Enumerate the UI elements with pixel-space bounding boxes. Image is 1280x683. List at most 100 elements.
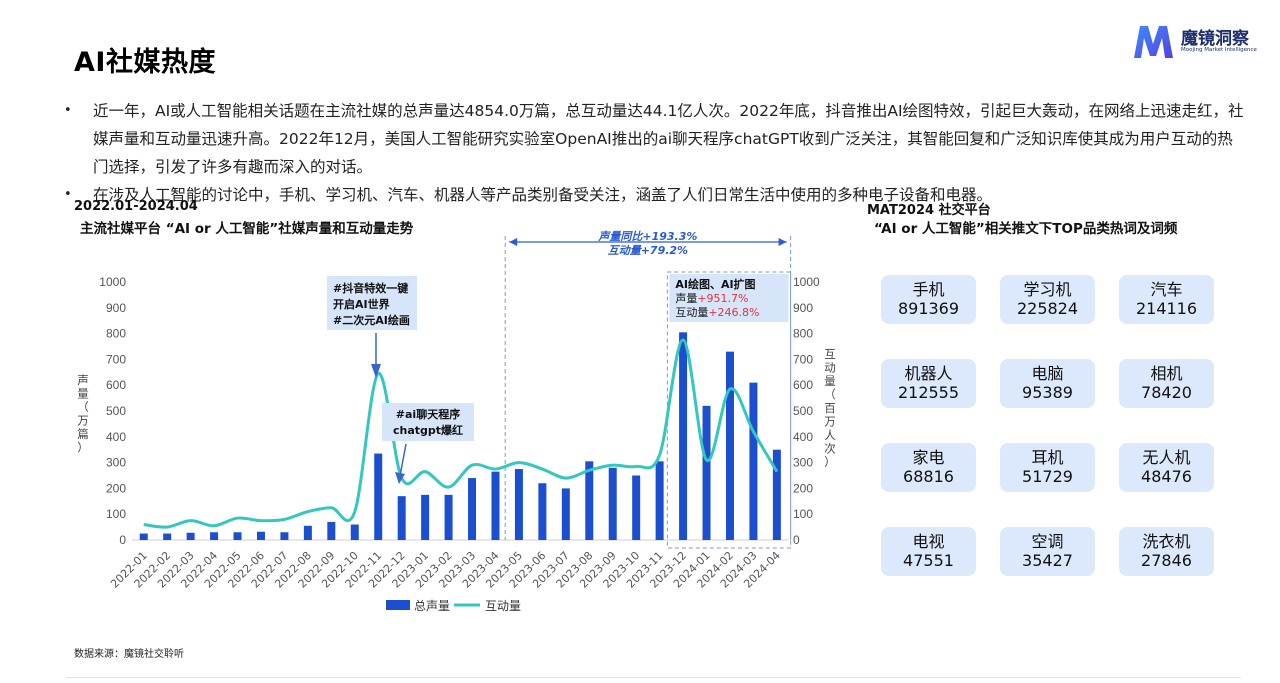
bar-total-volume bbox=[468, 478, 477, 540]
line-interaction bbox=[143, 338, 779, 529]
keyword-count: 225824 bbox=[1016, 299, 1079, 318]
keywords-period: MAT2024 社交平台 bbox=[867, 203, 991, 218]
bar-total-volume bbox=[514, 469, 523, 540]
keyword-card: 学习机 225824 bbox=[1000, 275, 1095, 324]
y-left-axis-title: 声量（万篇） bbox=[77, 373, 89, 455]
keyword-card: 电视 47551 bbox=[881, 527, 976, 576]
bar-total-volume bbox=[655, 461, 664, 540]
bar-total-volume bbox=[350, 524, 359, 540]
chatgpt-annotation-box bbox=[382, 403, 474, 441]
keyword-word: 无人机 bbox=[1142, 448, 1191, 467]
y-right-tick-label: 900 bbox=[793, 301, 813, 315]
keyword-count: 35427 bbox=[1022, 551, 1073, 570]
keyword-count: 212555 bbox=[897, 383, 960, 402]
keyword-count: 68816 bbox=[903, 467, 954, 486]
ai-annotation-interaction: 互动量+246.8% bbox=[675, 306, 759, 319]
keyword-word: 相机 bbox=[1150, 364, 1183, 383]
keyword-card: 手机 891369 bbox=[881, 275, 976, 324]
chatgpt-annotation-text: chatgpt爆红 bbox=[393, 423, 463, 437]
bar-total-volume bbox=[186, 532, 195, 540]
keyword-card: 机器人 212555 bbox=[881, 359, 976, 408]
summary-bullets: • 近一年，AI或人工智能相关话题在主流社媒的总声量达4854.0万篇，总互动量… bbox=[64, 97, 1244, 209]
y-left-tick-label: 100 bbox=[106, 507, 126, 521]
legend-swatch-volume bbox=[386, 600, 410, 610]
douyin-annotation-text: #二次元AI绘画 bbox=[333, 313, 410, 327]
y-right-tick-label: 700 bbox=[793, 352, 813, 366]
bar-total-volume bbox=[538, 483, 547, 540]
y-right-tick-label: 500 bbox=[793, 404, 813, 418]
y-left-tick-label: 0 bbox=[119, 533, 126, 547]
chatgpt-pointer-head bbox=[395, 472, 405, 484]
y-right-tick-label: 200 bbox=[793, 481, 813, 495]
bar-total-volume bbox=[421, 494, 430, 540]
data-source: 数据来源：魔镜社交聆听 bbox=[74, 649, 184, 660]
bar-total-volume bbox=[256, 531, 265, 540]
douyin-annotation-text: 开启AI世界 bbox=[333, 297, 390, 311]
keyword-count: 47551 bbox=[903, 551, 954, 570]
keywords-title: “AI or 人工智能”相关推文下TOP品类热词及词频 bbox=[874, 221, 1178, 237]
y-right-tick-label: 300 bbox=[793, 456, 813, 470]
bullet-item: • 近一年，AI或人工智能相关话题在主流社媒的总声量达4854.0万篇，总互动量… bbox=[64, 97, 1244, 181]
bar-total-volume bbox=[561, 488, 570, 540]
bar-total-volume bbox=[280, 532, 289, 540]
moojing-logo-icon bbox=[1134, 26, 1173, 58]
keyword-card: 洗衣机 27846 bbox=[1119, 527, 1214, 576]
keyword-word: 手机 bbox=[912, 280, 945, 299]
period-volume-growth: 声量同比+193.3% bbox=[597, 230, 697, 243]
bar-total-volume bbox=[163, 533, 172, 540]
y-left-tick-label: 400 bbox=[106, 430, 126, 444]
keyword-card: 电脑 95389 bbox=[1000, 359, 1095, 408]
y-left-tick-label: 900 bbox=[106, 301, 126, 315]
keyword-count: 95389 bbox=[1022, 383, 1073, 402]
keyword-word: 耳机 bbox=[1031, 448, 1064, 467]
bullet-dot: • bbox=[64, 187, 72, 202]
logo-name: 魔镜洞察 bbox=[1181, 29, 1249, 49]
y-left-tick-label: 300 bbox=[106, 456, 126, 470]
bar-total-volume bbox=[397, 496, 406, 540]
keyword-card: 相机 78420 bbox=[1119, 359, 1214, 408]
ai-annotation-volume: 声量+951.7% bbox=[675, 291, 748, 305]
bar-total-volume bbox=[725, 351, 734, 540]
y-right-tick-label: 800 bbox=[793, 327, 813, 341]
page-title: AI社媒热度 bbox=[74, 47, 216, 78]
chart-date-range: 2022.01-2024.04 bbox=[74, 199, 198, 214]
bar-total-volume bbox=[749, 382, 758, 540]
footer-divider bbox=[66, 677, 1241, 678]
keyword-word: 洗衣机 bbox=[1142, 532, 1191, 551]
bar-total-volume bbox=[327, 521, 336, 540]
trend-chart: 0 100 200 300 400 500 600 700 800 900 1000 0 100 200 3… bbox=[77, 230, 836, 613]
keyword-word: 汽车 bbox=[1150, 280, 1183, 299]
keyword-count: 51729 bbox=[1022, 467, 1073, 486]
y-left-tick-label: 200 bbox=[106, 481, 126, 495]
bar-total-volume bbox=[210, 532, 219, 540]
bullet-text: 近一年，AI或人工智能相关话题在主流社媒的总声量达4854.0万篇，总互动量达4… bbox=[93, 102, 1244, 176]
keyword-card: 家电 68816 bbox=[881, 443, 976, 492]
ai-highlight-region bbox=[666, 271, 792, 549]
y-left-tick-label: 700 bbox=[106, 352, 126, 366]
chatgpt-annotation-text: #ai聊天程序 bbox=[396, 407, 460, 421]
bullet-item: • 在涉及人工智能的讨论中，手机、学习机、汽车、机器人等产品类别备受关注，涵盖了… bbox=[64, 181, 1244, 209]
bar-total-volume bbox=[679, 332, 688, 540]
bar-total-volume bbox=[585, 461, 594, 540]
chart-title: 主流社媒平台 “AI or 人工智能”社媒声量和互动量走势 bbox=[80, 221, 414, 237]
keyword-count: 27846 bbox=[1141, 551, 1192, 570]
bullet-text: 在涉及人工智能的讨论中，手机、学习机、汽车、机器人等产品类别备受关注，涵盖了人们… bbox=[93, 186, 993, 204]
ai-annotation-title: AI绘图、AI扩图 bbox=[675, 277, 755, 291]
chatgpt-pointer bbox=[399, 443, 407, 477]
ai-annotation-box bbox=[669, 274, 789, 322]
douyin-annotation-box bbox=[327, 276, 417, 330]
y-right-tick-label: 0 bbox=[793, 533, 800, 547]
keyword-count: 48476 bbox=[1141, 467, 1192, 486]
bar-total-volume bbox=[444, 494, 453, 540]
bar-total-volume bbox=[233, 532, 242, 540]
bar-total-volume bbox=[139, 533, 148, 540]
bar-total-volume bbox=[608, 467, 617, 540]
bar-total-volume bbox=[374, 453, 383, 540]
legend-label-volume: 总声量 bbox=[414, 599, 450, 613]
keyword-card: 无人机 48476 bbox=[1119, 443, 1214, 492]
bar-total-volume bbox=[303, 525, 312, 540]
keyword-word: 机器人 bbox=[904, 364, 953, 383]
period-arrow-head-left bbox=[509, 238, 518, 246]
y-left-tick-label: 1000 bbox=[99, 275, 126, 289]
keyword-word: 学习机 bbox=[1023, 280, 1072, 299]
